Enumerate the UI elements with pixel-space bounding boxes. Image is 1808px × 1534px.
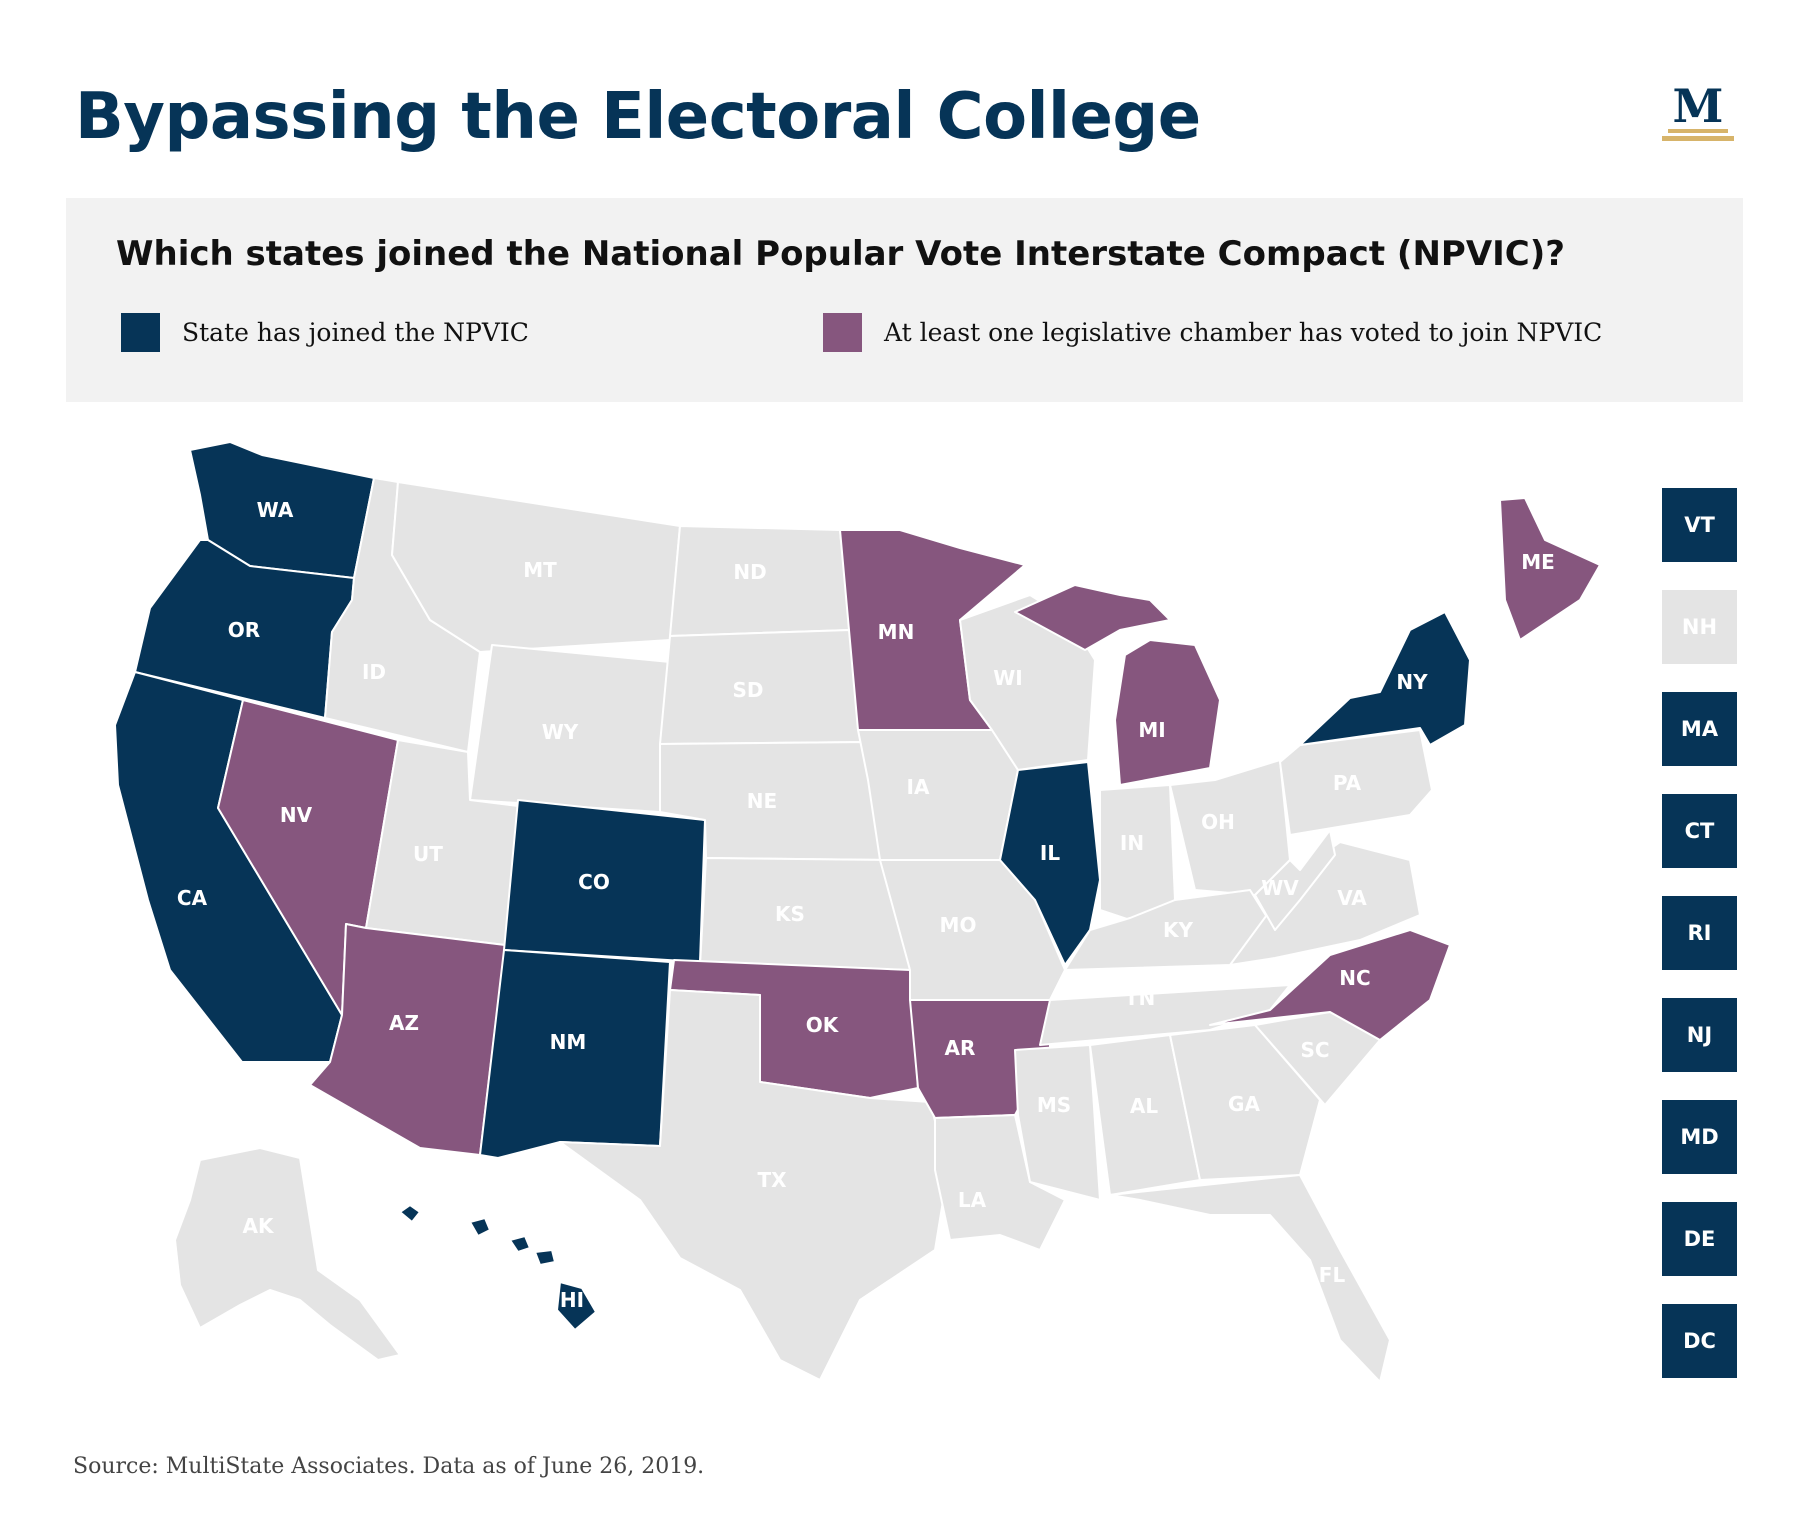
small-state-label-nh: NH [1682,615,1717,639]
state-label-ak: AK [243,1214,275,1238]
legend-panel: Which states joined the National Popular… [66,198,1743,402]
small-state-label-md: MD [1680,1125,1718,1149]
state-label-ca: CA [177,886,208,910]
state-label-ne: NE [747,789,777,813]
state-ga [1169,1024,1321,1181]
state-wv [1254,829,1336,931]
state-label-mt: MT [523,558,557,582]
state-la [934,1114,1066,1251]
state-label-mn: MN [878,620,915,644]
small-state-box-nh [1662,590,1737,664]
state-label-ks: KS [775,902,805,926]
state-label-wi: WI [993,666,1023,690]
state-label-mo: MO [940,913,977,937]
state-label-al: AL [1130,1094,1158,1118]
small-state-boxes: VT NH MA CT RI NJ MD DE DC [1662,488,1737,1378]
legend-swatch-chamber [823,313,862,352]
legend-label-chamber: At least one legislative chamber has vot… [884,318,1603,347]
state-label-ok: OK [806,1013,840,1037]
state-label-va: VA [1337,886,1367,910]
state-il [999,761,1101,966]
legend-swatch-joined [121,313,160,352]
state-label-ny: NY [1396,670,1428,694]
state-label-pa: PA [1333,771,1362,795]
state-label-la: LA [958,1188,987,1212]
state-label-il: IL [1040,841,1060,865]
state-ny [1299,611,1471,746]
legend-item-chamber: At least one legislative chamber has vot… [823,313,1602,352]
state-label-mi: MI [1138,718,1165,742]
state-label-sc: SC [1300,1038,1329,1062]
source-note: Source: MultiState Associates. Data as o… [73,1454,705,1479]
state-mi [1014,584,1221,786]
state-label-ut: UT [413,842,443,866]
state-label-nc: NC [1339,966,1370,990]
legend-question: Which states joined the National Popular… [116,234,1566,274]
state-label-id: ID [362,660,386,684]
state-label-co: CO [578,870,610,894]
state-label-sd: SD [732,678,763,702]
multistate-logo-icon: M [1662,84,1734,141]
svg-text:M: M [1673,84,1724,133]
state-label-ar: AR [945,1036,976,1060]
state-label-nm: NM [550,1030,587,1054]
legend-item-joined: State has joined the NPVIC [121,313,529,352]
small-state-box-ri [1662,896,1737,970]
small-state-box-vt [1662,488,1737,562]
small-state-label-nj: NJ [1687,1023,1712,1047]
page-title: Bypassing the Electoral College [75,80,1201,154]
state-ks [699,857,911,971]
state-label-wv: WV [1261,876,1299,900]
state-label-ia: IA [907,775,930,799]
small-state-box-ct [1662,794,1737,868]
state-sd [659,629,869,745]
state-label-nd: ND [733,560,766,584]
state-label-hi: HI [560,1288,584,1312]
state-label-nv: NV [280,803,313,827]
state-label-or: OR [228,618,260,642]
small-state-label-de: DE [1684,1227,1716,1251]
state-label-wy: WY [542,720,579,744]
state-label-oh: OH [1201,810,1235,834]
state-ms [1014,1044,1101,1201]
state-label-fl: FL [1319,1263,1346,1287]
state-label-tx: TX [757,1168,787,1192]
small-state-label-ri: RI [1688,921,1712,945]
state-nm [479,949,671,1159]
state-label-ga: GA [1228,1092,1260,1116]
small-state-box-md [1662,1100,1737,1174]
state-ia [857,729,1019,861]
state-label-me: ME [1521,550,1555,574]
state-nc [1209,929,1451,1041]
state-label-in: IN [1120,831,1144,855]
state-label-ms: MS [1037,1093,1071,1117]
state-label-tn: TN [1125,986,1155,1010]
state-hi [399,1204,597,1331]
state-tx [559,989,949,1381]
small-state-box-dc [1662,1304,1737,1378]
state-shapes [114,441,1601,1383]
state-ak [174,1147,401,1361]
small-state-box-de [1662,1202,1737,1276]
small-state-box-nj [1662,998,1737,1072]
small-state-label-ct: CT [1685,819,1715,843]
state-label-az: AZ [389,1011,419,1035]
state-me [1499,497,1601,641]
small-state-label-ma: MA [1681,717,1719,741]
state-label-ky: KY [1163,918,1193,942]
small-state-label-dc: DC [1683,1329,1716,1353]
us-state-map: WA OR CA NV ID MT WY UT AZ CO NM ND SD NE KS OK TX MN IA MO… [114,441,1737,1383]
state-label-wa: WA [257,498,294,522]
small-state-label-vt: VT [1684,513,1715,537]
small-state-box-ma [1662,692,1737,766]
state-fl [1109,1174,1391,1383]
state-labels: WA OR CA NV ID MT WY UT AZ CO NM ND SD NE KS OK TX MN IA MO… [177,498,1555,1312]
legend-label-joined: State has joined the NPVIC [182,318,529,347]
